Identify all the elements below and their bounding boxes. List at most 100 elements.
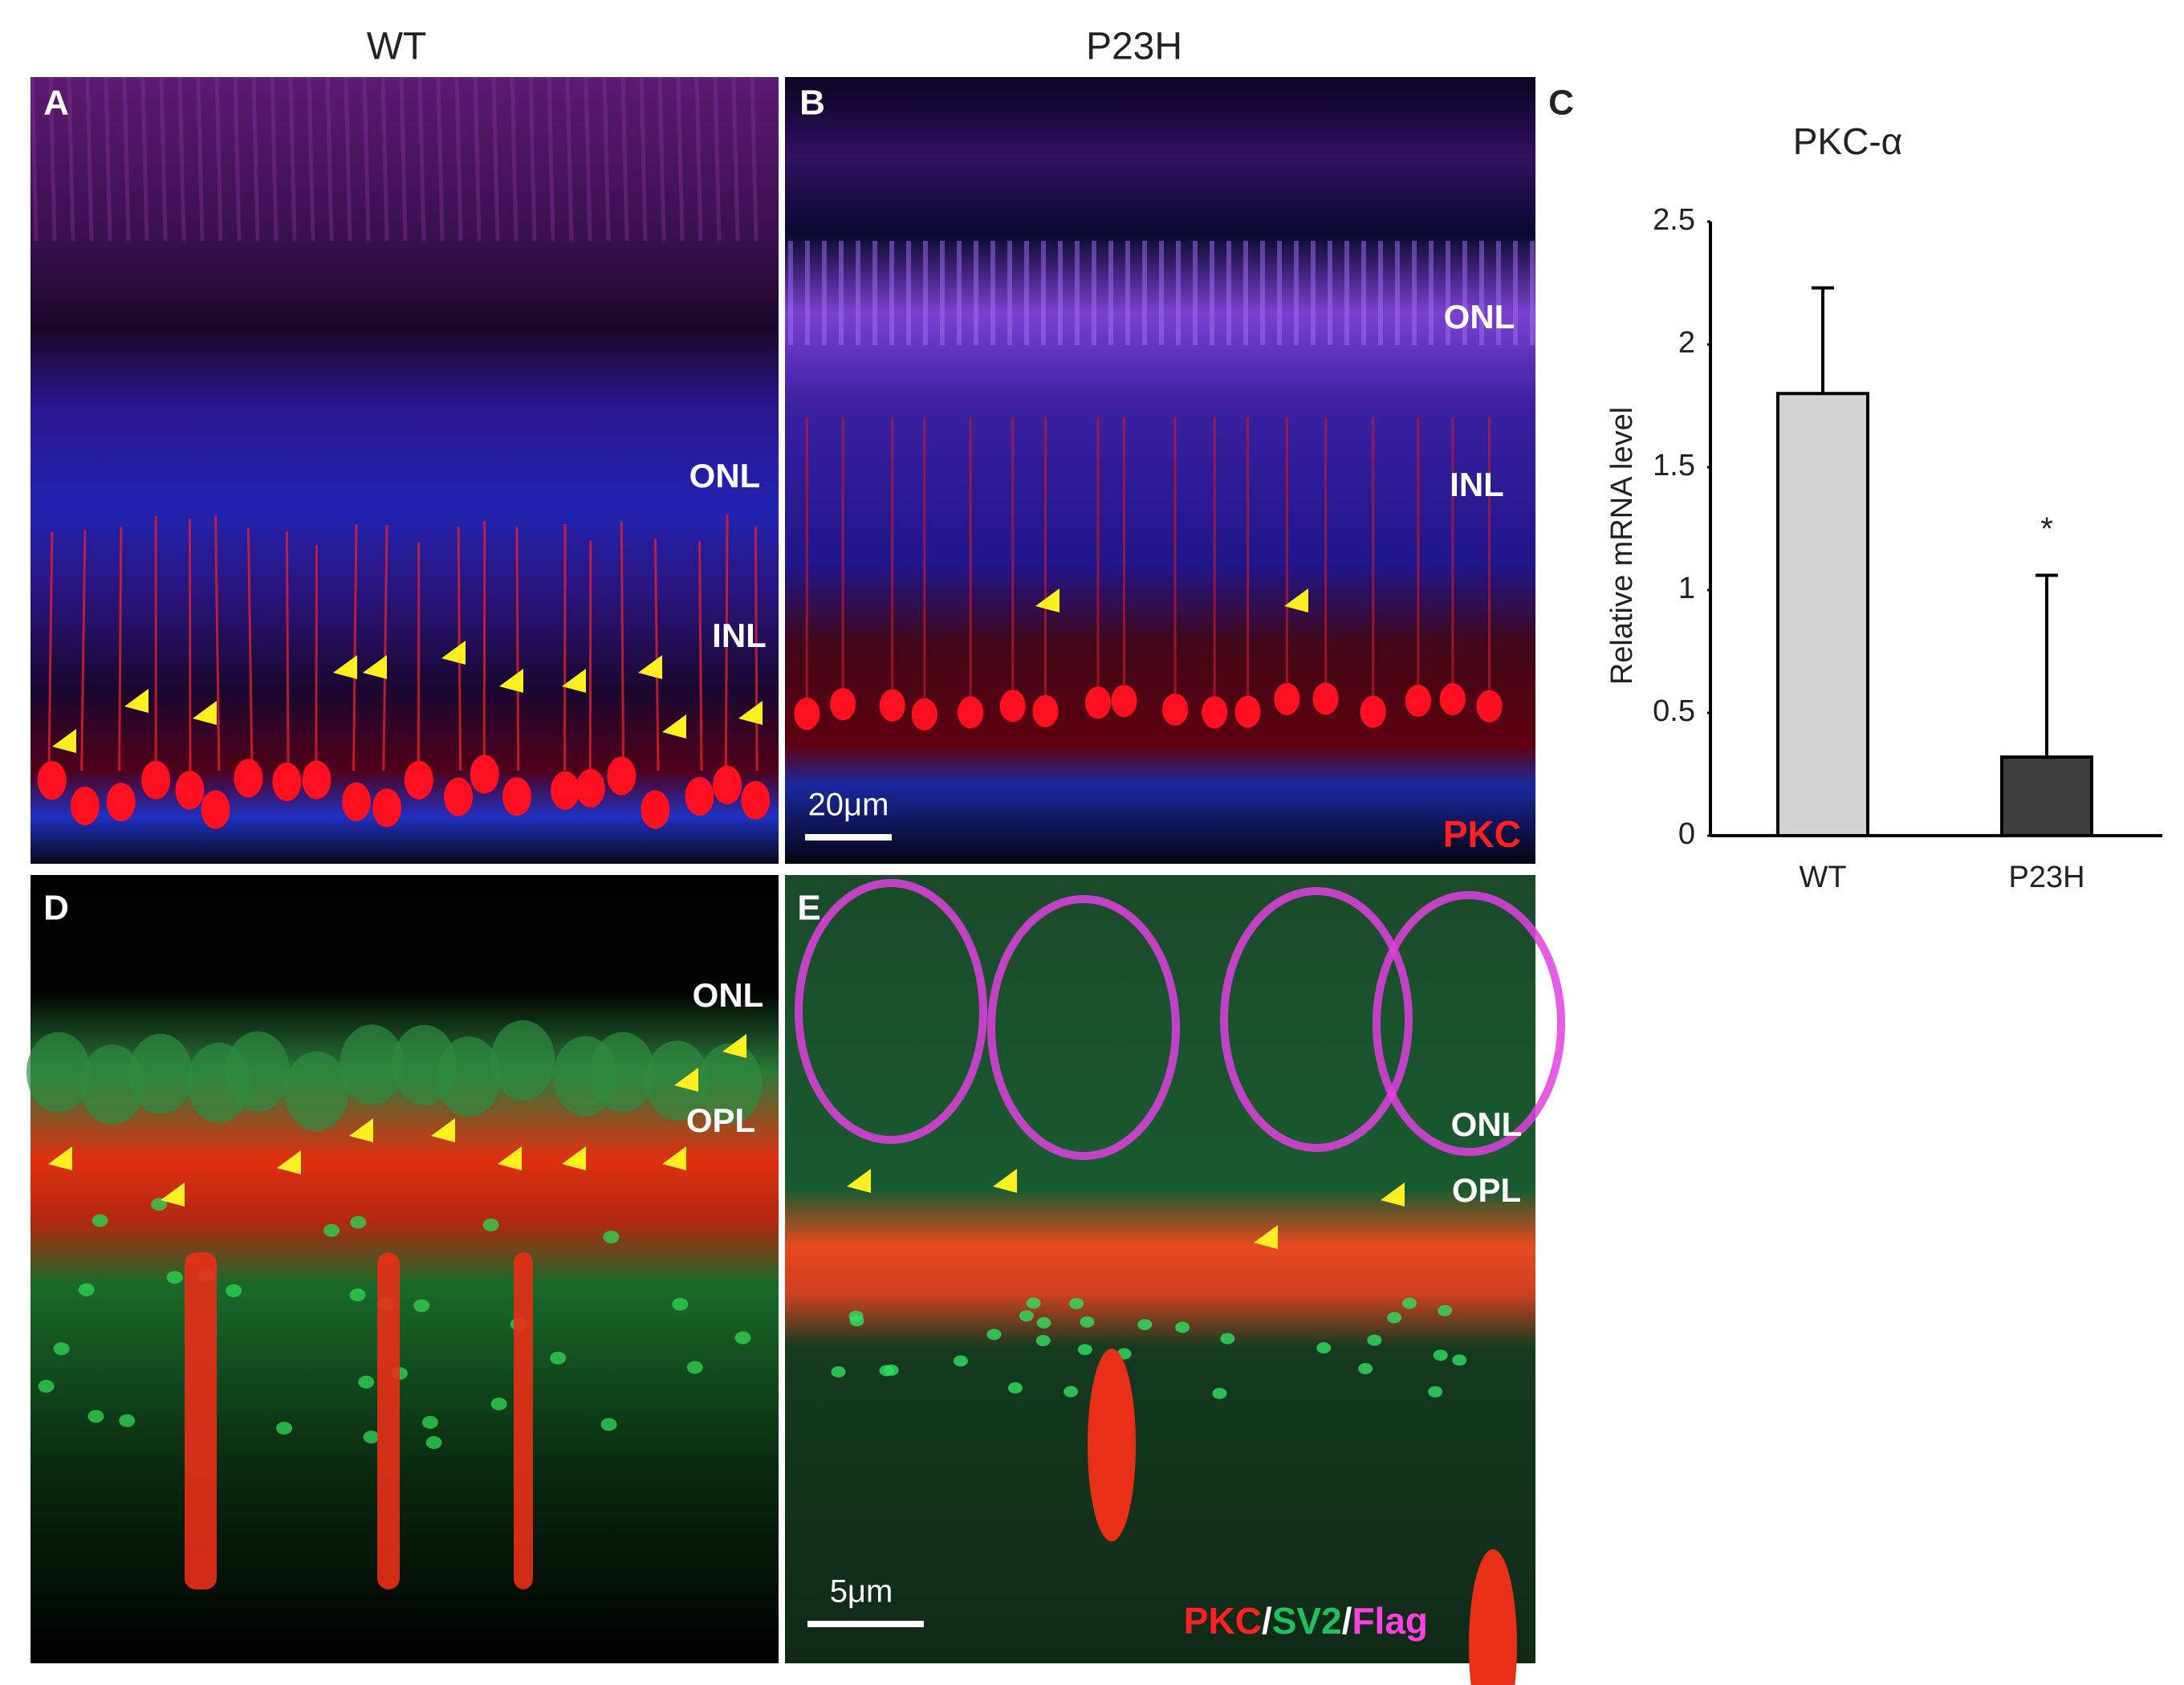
puncta bbox=[1026, 1297, 1041, 1309]
cell-outline bbox=[987, 895, 1180, 1160]
puncta bbox=[884, 1364, 899, 1376]
cell bbox=[741, 780, 771, 820]
segment bbox=[104, 76, 112, 242]
stain-name: / bbox=[1342, 1600, 1352, 1642]
segment bbox=[657, 76, 666, 242]
panel-letter: E bbox=[797, 889, 820, 928]
cell bbox=[879, 689, 905, 722]
stain-name: PKC bbox=[1184, 1600, 1262, 1642]
puncta bbox=[1387, 1312, 1402, 1324]
puncta bbox=[1212, 1387, 1227, 1399]
stain-name: SV2 bbox=[1272, 1600, 1342, 1642]
arrowhead bbox=[48, 1146, 72, 1170]
cell bbox=[502, 777, 531, 816]
blob bbox=[590, 1032, 655, 1113]
process bbox=[653, 538, 660, 771]
puncta bbox=[734, 1331, 751, 1345]
process bbox=[382, 524, 388, 771]
arrowhead bbox=[441, 641, 466, 665]
cell-outline bbox=[795, 879, 987, 1144]
layer-label: ONL bbox=[1451, 1105, 1523, 1143]
blob bbox=[26, 1032, 92, 1113]
cell bbox=[1405, 684, 1431, 717]
panel-letter: C bbox=[1548, 83, 1574, 123]
arrowhead bbox=[193, 701, 217, 725]
cell bbox=[1476, 690, 1503, 722]
arrowhead bbox=[124, 689, 148, 713]
arrowhead bbox=[349, 1118, 373, 1142]
layer-label: INL bbox=[1450, 466, 1504, 503]
segment bbox=[602, 76, 611, 242]
process bbox=[754, 526, 759, 771]
puncta bbox=[38, 1379, 55, 1393]
puncta bbox=[425, 1435, 442, 1449]
puncta bbox=[1438, 1304, 1453, 1317]
process bbox=[514, 1252, 533, 1589]
cell bbox=[444, 777, 474, 816]
puncta bbox=[600, 1418, 617, 1431]
cell bbox=[713, 765, 742, 804]
cell bbox=[234, 759, 263, 798]
puncta bbox=[413, 1299, 430, 1313]
puncta bbox=[1019, 1310, 1034, 1322]
arrowhead bbox=[52, 729, 76, 753]
cell bbox=[1360, 695, 1386, 728]
puncta bbox=[550, 1351, 567, 1365]
segment bbox=[491, 76, 500, 242]
blob bbox=[645, 1040, 710, 1121]
arrowhead bbox=[993, 1169, 1017, 1193]
puncta bbox=[1367, 1334, 1382, 1346]
puncta bbox=[1064, 1386, 1079, 1398]
segment bbox=[67, 76, 75, 242]
puncta bbox=[323, 1223, 340, 1237]
layer-label: ONL bbox=[1444, 298, 1515, 336]
puncta bbox=[1220, 1333, 1235, 1345]
puncta bbox=[421, 1415, 438, 1429]
layer-label: INL bbox=[712, 617, 767, 654]
cell bbox=[70, 786, 100, 825]
cell bbox=[372, 788, 402, 828]
y-tick-label: 2 bbox=[1678, 326, 1695, 360]
segment bbox=[233, 76, 242, 242]
blob bbox=[490, 1020, 555, 1101]
y-tick-label: 1.5 bbox=[1653, 449, 1695, 482]
process bbox=[47, 531, 54, 771]
cell bbox=[37, 761, 67, 800]
segment bbox=[565, 76, 574, 242]
cell bbox=[958, 696, 984, 729]
puncta bbox=[358, 1375, 375, 1389]
puncta bbox=[78, 1283, 95, 1296]
segment bbox=[251, 76, 260, 242]
panel-letter: B bbox=[799, 83, 825, 123]
arrowhead bbox=[1284, 588, 1308, 613]
significance-mark: * bbox=[2040, 511, 2053, 547]
puncta bbox=[350, 1215, 367, 1229]
cell bbox=[1111, 685, 1137, 718]
blob bbox=[697, 1043, 763, 1124]
puncta bbox=[226, 1284, 242, 1297]
arrowhead bbox=[674, 1068, 698, 1092]
bar bbox=[1776, 392, 1869, 837]
segment bbox=[307, 76, 315, 242]
cell bbox=[1162, 693, 1189, 726]
y-tick-label: 1 bbox=[1678, 572, 1695, 605]
puncta bbox=[1316, 1342, 1332, 1354]
segment bbox=[454, 76, 463, 242]
segment bbox=[436, 76, 445, 242]
stain-label: PKC bbox=[1443, 813, 1521, 855]
y-axis-label: Relative mRNA level bbox=[1605, 407, 1639, 685]
process bbox=[188, 519, 192, 771]
segment bbox=[639, 76, 648, 242]
arrowhead bbox=[431, 1118, 455, 1142]
segment bbox=[85, 76, 94, 242]
segment bbox=[399, 76, 408, 242]
segment bbox=[417, 76, 426, 242]
puncta bbox=[672, 1297, 689, 1311]
blob bbox=[128, 1033, 193, 1114]
arrowhead bbox=[638, 655, 662, 679]
cell bbox=[1202, 696, 1228, 729]
cell-outline bbox=[1220, 887, 1413, 1152]
segment bbox=[48, 76, 57, 242]
cell bbox=[607, 756, 636, 796]
